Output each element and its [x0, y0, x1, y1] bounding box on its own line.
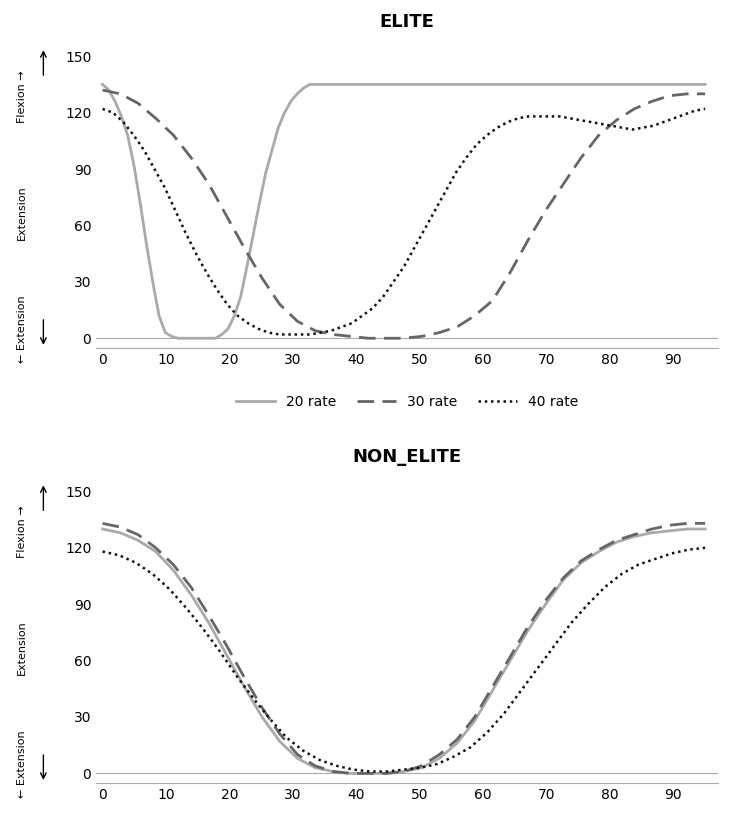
- Text: Extension: Extension: [16, 185, 27, 240]
- Title: NON_ELITE: NON_ELITE: [352, 448, 462, 466]
- Title: ELITE: ELITE: [380, 13, 434, 31]
- Text: Flexion →: Flexion →: [16, 70, 27, 123]
- Text: Flexion →: Flexion →: [16, 505, 27, 558]
- Legend: 20 rate, 30 rate, 40 rate: 20 rate, 30 rate, 40 rate: [230, 389, 584, 414]
- Text: ← Extension: ← Extension: [16, 296, 27, 363]
- Text: ← Extension: ← Extension: [16, 731, 27, 798]
- Text: Extension: Extension: [16, 620, 27, 676]
